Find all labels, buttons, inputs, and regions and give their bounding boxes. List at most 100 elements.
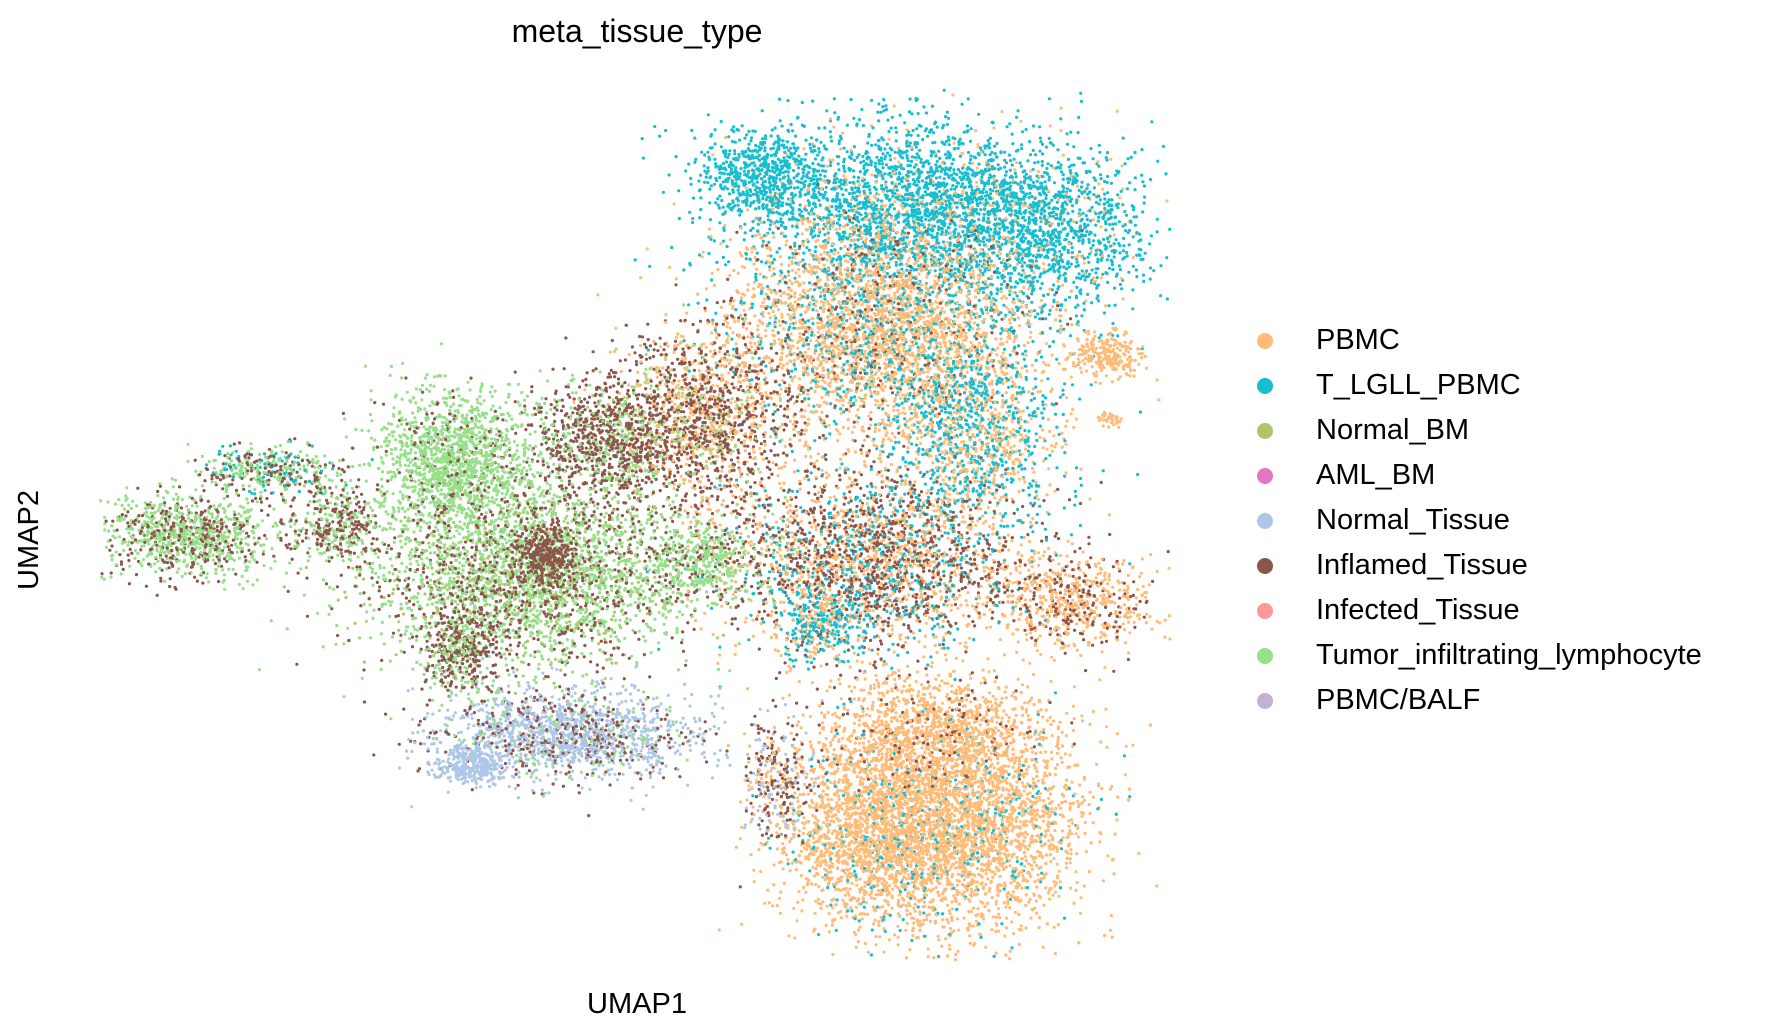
scatter-point — [910, 145, 914, 149]
scatter-point — [873, 165, 877, 169]
scatter-point — [891, 245, 895, 249]
scatter-point — [1138, 410, 1142, 414]
scatter-point — [925, 232, 929, 236]
scatter-point — [915, 127, 919, 131]
scatter-point — [733, 184, 737, 188]
scatter-point — [756, 194, 760, 198]
scatter-point — [742, 183, 746, 187]
scatter-point — [835, 194, 839, 198]
scatter-point — [1019, 278, 1024, 282]
scatter-point — [908, 182, 912, 186]
scatter-point — [645, 247, 649, 251]
scatter-point — [1027, 195, 1031, 200]
scatter-point — [1056, 222, 1061, 226]
scatter-point — [722, 226, 726, 230]
scatter-point — [882, 264, 886, 268]
scatter-point — [792, 157, 796, 161]
scatter-point — [863, 182, 867, 186]
scatter-point — [899, 164, 903, 169]
scatter-point — [923, 190, 927, 194]
scatter-point — [1038, 225, 1042, 229]
scatter-point — [784, 225, 788, 230]
scatter-point — [973, 334, 977, 338]
scatter-point — [937, 190, 942, 194]
scatter-point — [1165, 297, 1169, 301]
scatter-point — [1061, 177, 1065, 181]
scatter-point — [693, 160, 697, 164]
scatter-point — [868, 188, 872, 192]
scatter-point — [950, 264, 954, 268]
scatter-point — [781, 171, 786, 175]
scatter-point — [727, 192, 732, 196]
scatter-point — [1096, 160, 1100, 164]
scatter-point — [925, 366, 929, 370]
scatter-point — [1107, 198, 1111, 202]
scatter-point — [1088, 252, 1092, 256]
scatter-point — [1033, 153, 1038, 157]
scatter-point — [1135, 275, 1139, 279]
scatter-point — [789, 151, 793, 155]
scatter-point — [1059, 304, 1063, 308]
scatter-point — [947, 143, 951, 147]
scatter-point — [1129, 220, 1133, 224]
scatter-point — [768, 223, 773, 227]
scatter-point — [1085, 192, 1090, 196]
scatter-point — [953, 227, 958, 231]
scatter-point — [1070, 204, 1075, 208]
scatter-point — [1061, 204, 1065, 208]
scatter-point — [724, 263, 728, 267]
scatter-point — [1108, 234, 1112, 238]
scatter-point — [1062, 265, 1066, 269]
scatter-point — [715, 260, 719, 264]
scatter-point — [812, 404, 816, 408]
scatter-point — [713, 157, 717, 161]
scatter-point — [942, 177, 946, 181]
scatter-point — [829, 248, 833, 253]
scatter-point — [1142, 201, 1146, 205]
scatter-point — [882, 187, 886, 191]
scatter-point — [946, 116, 951, 120]
scatter-point — [1106, 217, 1110, 221]
scatter-point — [949, 215, 953, 219]
scatter-point — [942, 223, 947, 227]
scatter-point — [986, 193, 990, 197]
scatter-point — [992, 178, 996, 182]
scatter-point — [856, 179, 860, 183]
scatter-point — [1014, 198, 1018, 203]
scatter-point — [1047, 136, 1051, 140]
scatter-point — [807, 201, 811, 205]
scatter-point — [747, 129, 751, 133]
scatter-point — [907, 185, 912, 189]
scatter-point — [860, 218, 864, 222]
scatter-point — [835, 185, 839, 189]
scatter-point — [742, 301, 746, 305]
scatter-point — [797, 154, 801, 158]
scatter-point — [775, 184, 779, 189]
scatter-point — [1038, 174, 1042, 178]
scatter-point — [724, 135, 728, 139]
scatter-point — [723, 154, 728, 158]
scatter-point — [924, 217, 928, 222]
scatter-point — [924, 111, 929, 115]
scatter-point — [732, 125, 736, 129]
scatter-point — [801, 344, 805, 348]
scatter-point — [1021, 170, 1025, 174]
scatter-point — [840, 281, 844, 285]
scatter-point — [1027, 176, 1031, 180]
scatter-point — [1024, 304, 1028, 308]
scatter-point — [1148, 277, 1152, 281]
scatter-point — [930, 209, 934, 213]
scatter-point — [864, 211, 868, 215]
scatter-point — [1058, 249, 1062, 253]
scatter-point — [807, 281, 812, 285]
scatter-point — [1041, 293, 1046, 298]
scatter-point — [869, 205, 873, 209]
scatter-point — [967, 328, 971, 332]
scatter-point — [1005, 209, 1009, 213]
scatter-point — [763, 146, 767, 150]
scatter-point — [693, 136, 697, 140]
scatter-point — [920, 199, 924, 203]
scatter-point — [969, 154, 973, 158]
scatter-point — [894, 214, 898, 218]
scatter-point — [1043, 171, 1047, 175]
